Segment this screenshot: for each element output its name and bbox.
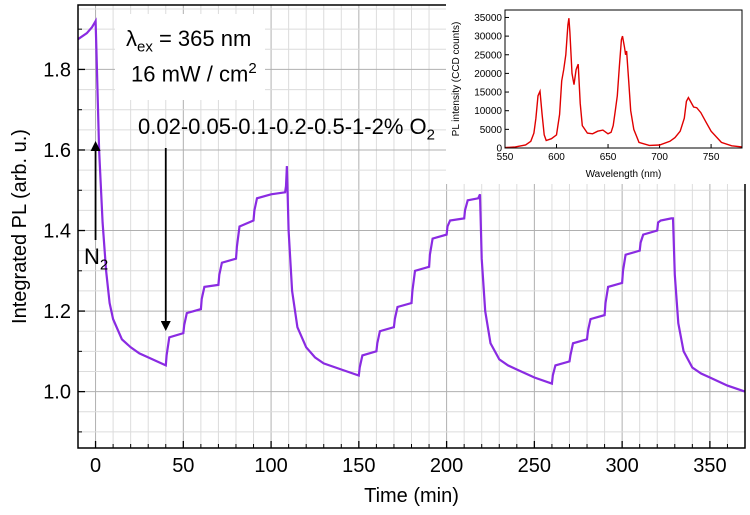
main-y-tick-label: 1.4: [43, 221, 71, 243]
main-x-tick-label: 150: [342, 455, 375, 477]
intensity-value: 16 mW / cm: [131, 61, 249, 87]
o2-sequence-text: 0.02-0.05-0.1-0.2-0.5-1-2% O: [138, 114, 427, 139]
o2-subscript: 2: [426, 126, 435, 144]
inset-x-axis-label: Wavelength (nm): [586, 169, 662, 180]
inset-y-tick-label: 5000: [480, 125, 503, 136]
inset-y-tick-label: 30000: [474, 32, 502, 43]
n2-label: N2: [84, 244, 108, 273]
inset-x-tick-label: 750: [703, 152, 720, 163]
main-x-tick-label: 50: [172, 455, 194, 477]
annotation-arrows: [90, 141, 171, 331]
inset-y-tick-label: 15000: [474, 88, 502, 99]
inset-x-tick-label: 650: [600, 152, 617, 163]
inset-plot-frame: [504, 9, 743, 149]
inset-plot: 550 600 650 700 750 0 5000 10000 15000 20000 2500…: [446, 2, 746, 184]
main-x-axis-label: Time (min): [364, 485, 459, 507]
inset-background: [446, 2, 746, 184]
inset-x-tick-label: 600: [548, 152, 565, 163]
pl-spectrum-line: [504, 18, 743, 149]
inset-y-axis-label: PL intensity (CCD counts): [451, 22, 462, 137]
main-x-ticks: 0 50 100 150 200 250 300 350: [77, 441, 746, 477]
main-y-tick-label: 1.2: [43, 301, 71, 323]
main-y-tick-label: 1.8: [43, 59, 71, 81]
main-x-tick-label: 100: [254, 455, 287, 477]
inset-y-tick-label: 25000: [474, 50, 502, 61]
excitation-value: = 365 nm: [152, 26, 252, 51]
main-y-tick-label: 1.0: [43, 382, 71, 404]
inset-x-tick-label: 700: [651, 152, 668, 163]
main-y-tick-label: 1.6: [43, 140, 71, 162]
inset-y-tick-label: 20000: [474, 69, 502, 80]
inset-y-tick-label: 0: [496, 144, 502, 155]
lambda-symbol: λ: [126, 26, 137, 51]
inset-y-tick-label: 10000: [474, 106, 502, 117]
inset-y-ticks: 0 5000 10000 15000 20000 25000 30000 35000: [474, 13, 509, 155]
main-x-tick-label: 200: [430, 455, 463, 477]
n2-subscript: 2: [99, 256, 109, 274]
excitation-wavelength-label: λex = 365 nm: [126, 26, 251, 55]
intensity-superscript: 2: [248, 60, 257, 77]
main-plot: 0 50 100 150 200 250 300 350 1.0 1.2 1.4 1.6 1.8 Ti…: [9, 4, 746, 507]
inset-x-tick-label: 550: [497, 152, 514, 163]
main-plot-frame: [77, 4, 746, 449]
excitation-intensity-label: 16 mW / cm2: [131, 60, 257, 87]
inset-y-tick-label: 35000: [474, 13, 502, 24]
o2-sequence-label: 0.02-0.05-0.1-0.2-0.5-1-2% O2: [138, 114, 435, 143]
excitation-info-box: [115, 14, 265, 100]
main-y-axis-label: Integrated PL (arb. u.): [9, 129, 31, 324]
main-x-tick-label: 250: [518, 455, 551, 477]
pl-time-series-line: [77, 17, 746, 393]
main-x-tick-label: 300: [605, 455, 638, 477]
n2-text: N: [84, 244, 100, 269]
main-y-ticks: 1.0 1.2 1.4 1.6 1.8: [43, 28, 85, 433]
main-x-tick-label: 350: [693, 455, 726, 477]
main-x-tick-label: 0: [90, 455, 101, 477]
excitation-subscript: ex: [137, 38, 153, 56]
